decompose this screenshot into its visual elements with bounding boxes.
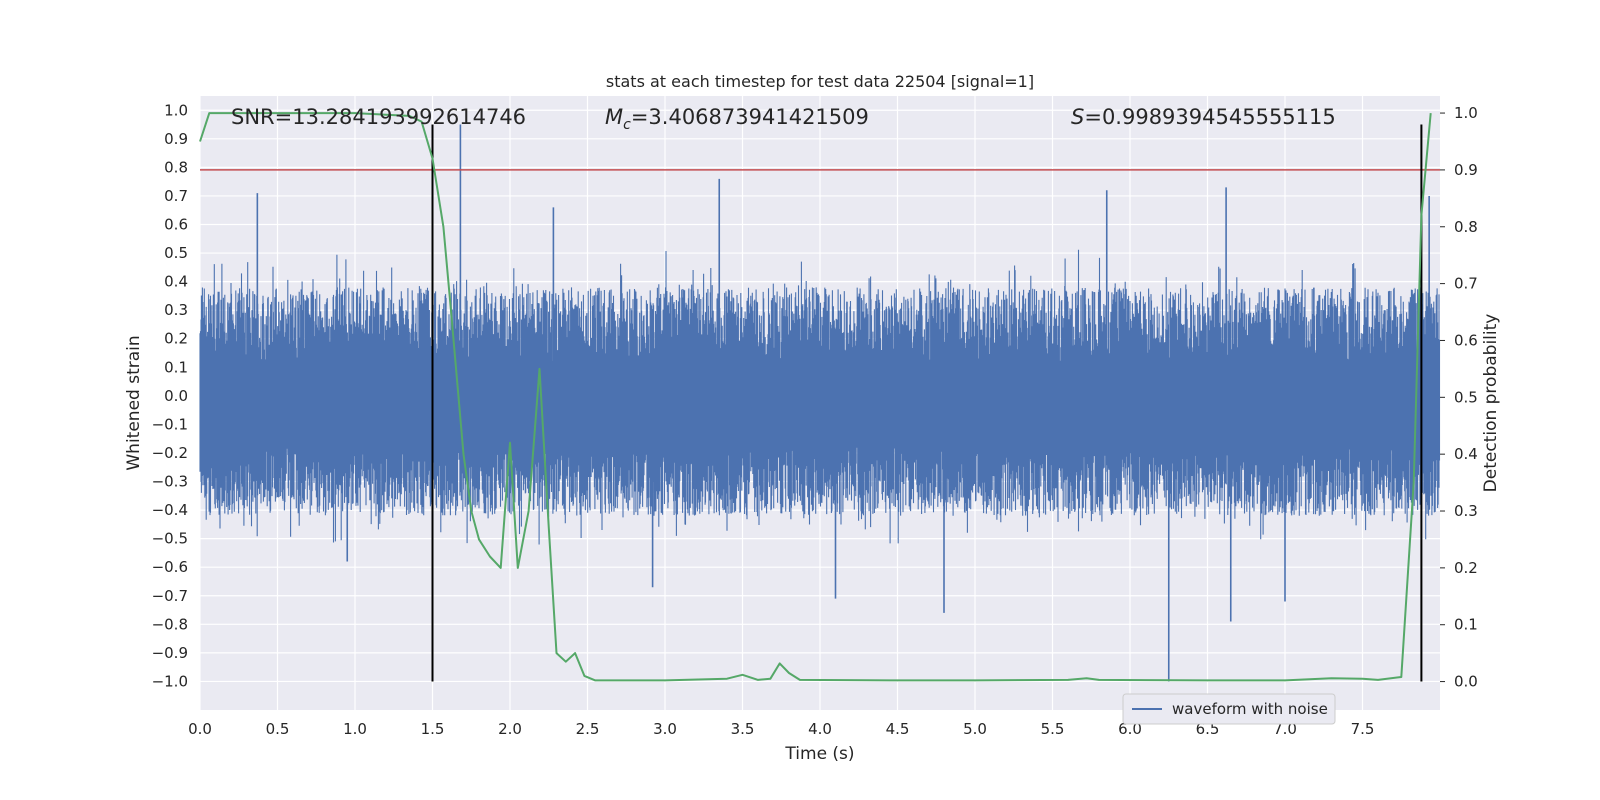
y-left-tick-label-19: −0.9 [152,644,188,662]
x-tick-label-3: 1.5 [421,720,445,738]
y-right-tick-label-4: 0.6 [1454,331,1478,349]
x-tick-label-8: 4.0 [808,720,832,738]
y-left-tick-label-10: 0.0 [164,387,188,405]
mc-subscript: c [623,117,631,133]
y-right-tick-label-6: 0.4 [1454,445,1478,463]
y-right-tick-label-3: 0.7 [1454,275,1478,293]
s-annotation: S=0.9989394545555115 [1071,105,1336,129]
legend: waveform with noise [1122,693,1336,725]
x-tick-label-9: 4.5 [886,720,910,738]
y-left-tick-label-0: 1.0 [164,101,188,119]
mc-annotation: Mc=3.406873941421509 [605,105,869,133]
x-tick-label-15: 7.5 [1351,720,1375,738]
y-left-tick-label-20: −1.0 [152,672,188,690]
probability-line [199,112,1432,682]
waveform-series [199,124,1441,682]
probability-series [199,112,1432,682]
mc-value: =3.406873941421509 [631,105,869,129]
snr-annotation: SNR=13.284193992614746 [231,105,526,129]
x-tick-label-2: 1.0 [343,720,367,738]
y-left-tick-label-1: 0.9 [164,130,188,148]
y-right-tick-label-2: 0.8 [1454,218,1478,236]
y-left-tick-label-8: 0.2 [164,330,188,348]
y-left-tick-label-11: −0.1 [152,415,188,433]
y-left-tick-label-18: −0.8 [152,615,188,633]
x-tick-label-5: 2.5 [576,720,600,738]
y-left-tick-label-16: −0.6 [152,558,188,576]
tick-labels: 0.0 0.5 1.0 1.5 2.0 2.5 3.0 3.5 4.0 4.5 5.0 5.5 6.0 6… [152,101,1478,738]
mc-symbol: M [605,105,623,129]
x-tick-label-11: 5.5 [1041,720,1065,738]
y-left-tick-label-3: 0.7 [164,187,188,205]
y-axis-left-title: Whitened strain [124,335,144,470]
y-right-tick-label-5: 0.5 [1454,388,1478,406]
y-left-tick-label-5: 0.5 [164,244,188,262]
y-right-tick-label-10: 0.0 [1454,673,1478,691]
x-tick-label-0: 0.0 [188,720,212,738]
y-left-tick-label-2: 0.8 [164,158,188,176]
y-left-tick-label-12: −0.2 [152,444,188,462]
x-tick-label-1: 0.5 [266,720,290,738]
legend-box [1122,693,1336,725]
y-left-tick-label-15: −0.5 [152,530,188,548]
x-axis-title: Time (s) [784,744,854,764]
y-right-tick-label-0: 1.0 [1454,104,1478,122]
y-right-tick-label-1: 0.9 [1454,161,1478,179]
y-right-tick-label-7: 0.3 [1454,502,1478,520]
y-left-tick-label-6: 0.4 [164,273,188,291]
waveform-noise [199,249,1441,545]
y-right-tick-label-9: 0.1 [1454,616,1478,634]
y-left-tick-label-13: −0.3 [152,473,188,491]
y-left-tick-label-9: 0.1 [164,358,188,376]
y-left-tick-label-17: −0.7 [152,587,188,605]
x-tick-label-10: 5.0 [963,720,987,738]
y-left-tick-label-14: −0.4 [152,501,188,519]
x-tick-label-4: 2.0 [498,720,522,738]
x-tick-label-6: 3.0 [653,720,677,738]
y-left-tick-label-7: 0.3 [164,301,188,319]
s-value: =0.9989394545555115 [1084,105,1335,129]
s-symbol: S [1071,105,1084,129]
y-left-tick-label-4: 0.6 [164,216,188,234]
legend-label-waveform: waveform with noise [1172,700,1328,718]
x-tick-label-7: 3.5 [731,720,755,738]
y-axis-right-title: Detection probability [1481,314,1501,493]
chart-title: stats at each timestep for test data 225… [606,72,1034,91]
y-right-tick-label-8: 0.2 [1454,559,1478,577]
